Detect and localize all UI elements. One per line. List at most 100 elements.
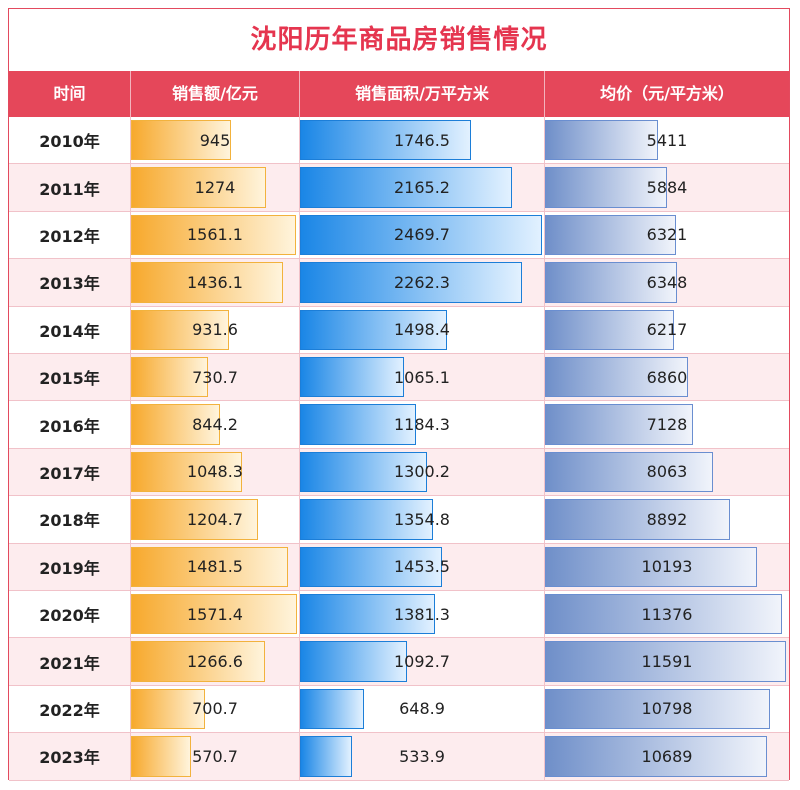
price-value-label: 6321 (646, 225, 688, 245)
area-value-label: 1354.8 (394, 509, 450, 529)
table-row: 2014年 931.6 1498.4 6217 (9, 306, 789, 354)
price-bar (545, 167, 668, 208)
sales-value-label: 844.2 (192, 415, 238, 435)
area-cell: 1300.2 (300, 448, 545, 496)
sales-cell: 1048.3 (131, 448, 300, 496)
price-bar (545, 357, 688, 398)
price-cell: 10193 (545, 544, 789, 590)
area-bar (300, 688, 364, 730)
price-cell: 11591 (545, 638, 789, 684)
area-bar (300, 262, 522, 303)
sales-cell: 1481.5 (131, 543, 300, 590)
sales-value-label: 1436.1 (187, 272, 243, 292)
price-value-label: 10798 (641, 699, 693, 719)
area-value-label: 1184.3 (394, 415, 450, 435)
area-value-label: 1300.2 (394, 462, 450, 482)
area-cell: 1184.3 (300, 401, 545, 448)
area-bar (300, 594, 436, 635)
price-bar (545, 309, 675, 350)
sales-value-label: 931.6 (192, 320, 238, 340)
price-bar (545, 499, 730, 540)
area-value-label: 2262.3 (394, 272, 450, 292)
area-cell: 2262.3 (300, 259, 545, 306)
year-label: 2017年 (9, 448, 131, 496)
sales-value-label: 1561.1 (187, 225, 243, 245)
year-label: 2013年 (9, 259, 131, 306)
header-sales: 销售额/亿元 (131, 71, 300, 117)
sales-cell: 931.6 (131, 306, 300, 353)
price-cell: 6321 (545, 212, 789, 258)
area-value-label: 648.9 (399, 699, 445, 719)
price-value-label: 5411 (646, 130, 688, 150)
year-label: 2014年 (9, 306, 131, 353)
year-label: 2019年 (9, 543, 131, 590)
sales-cell: 730.7 (131, 354, 300, 401)
area-bar (300, 404, 417, 445)
area-bar (300, 357, 405, 398)
sales-cell: 1204.7 (131, 496, 300, 543)
price-value-label: 7128 (646, 415, 688, 435)
year-label: 2011年 (9, 164, 131, 211)
area-cell: 2469.7 (300, 211, 545, 259)
price-value-label: 6860 (646, 367, 688, 387)
price-bar (545, 594, 782, 635)
sales-value-label: 1274 (194, 178, 236, 198)
sales-bar (131, 214, 296, 256)
table-row: 2017年 1048.3 1300.2 8063 (9, 448, 789, 497)
area-value-label: 1453.5 (394, 557, 450, 577)
area-value-label: 2165.2 (394, 178, 450, 198)
sales-cell: 570.7 (131, 733, 300, 780)
chart-title: 沈阳历年商品房销售情况 (250, 25, 548, 55)
price-cell: 7128 (545, 401, 789, 447)
chart-panel: 沈阳历年商品房销售情况 时间 销售额/亿元 销售面积/万平方米 均价（元/平方米… (8, 8, 790, 781)
sales-bar (131, 688, 206, 730)
price-cell: 11376 (545, 591, 789, 637)
table-row: 2020年 1571.4 1381.3 11376 (9, 591, 789, 639)
sales-value-label: 1481.5 (187, 557, 243, 577)
area-cell: 1746.5 (300, 117, 545, 164)
sales-bar (131, 736, 192, 777)
price-value-label: 6348 (646, 272, 688, 292)
area-cell: 648.9 (300, 685, 545, 733)
price-bar (545, 546, 757, 587)
sales-cell: 1266.6 (131, 638, 300, 685)
area-cell: 2165.2 (300, 164, 545, 211)
sales-value-label: 1204.7 (187, 509, 243, 529)
price-bar (545, 404, 694, 445)
price-value-label: 8063 (646, 462, 688, 482)
table-row: 2015年 730.7 1065.1 6860 (9, 354, 789, 402)
table-row: 2012年 1561.1 2469.7 6321 (9, 211, 789, 260)
sales-value-label: 1048.3 (187, 462, 243, 482)
year-label: 2015年 (9, 354, 131, 401)
price-value-label: 10193 (641, 557, 693, 577)
area-value-label: 533.9 (399, 746, 445, 766)
sales-bar (131, 167, 266, 208)
table-row: 2016年 844.2 1184.3 7128 (9, 401, 789, 449)
year-label: 2016年 (9, 401, 131, 448)
sales-bar (131, 641, 265, 682)
sales-cell: 945 (131, 117, 300, 164)
area-bar (300, 120, 472, 161)
area-cell: 1065.1 (300, 354, 545, 401)
header-price: 均价（元/平方米） (600, 84, 734, 103)
sales-value-label: 730.7 (192, 367, 238, 387)
year-label: 2010年 (9, 117, 131, 164)
table-row: 2022年 700.7 648.9 10798 (9, 685, 789, 734)
sales-cell: 1274 (131, 164, 300, 211)
header-year: 时间 (9, 71, 131, 117)
area-bar (300, 546, 443, 587)
sales-cell: 1561.1 (131, 211, 300, 259)
table-row: 2021年 1266.6 1092.7 11591 (9, 638, 789, 686)
price-bar (545, 451, 713, 493)
sales-bar (131, 120, 231, 161)
sales-value-label: 570.7 (192, 746, 238, 766)
area-value-label: 1746.5 (394, 130, 450, 150)
area-cell: 1453.5 (300, 543, 545, 590)
year-label: 2021年 (9, 638, 131, 685)
sales-bar (131, 499, 259, 540)
price-value-label: 10689 (641, 746, 693, 766)
sales-bar (131, 404, 221, 445)
table-row: 2019年 1481.5 1453.5 10193 (9, 543, 789, 591)
price-cell: 6348 (545, 259, 789, 305)
price-value-label: 5884 (646, 178, 688, 198)
